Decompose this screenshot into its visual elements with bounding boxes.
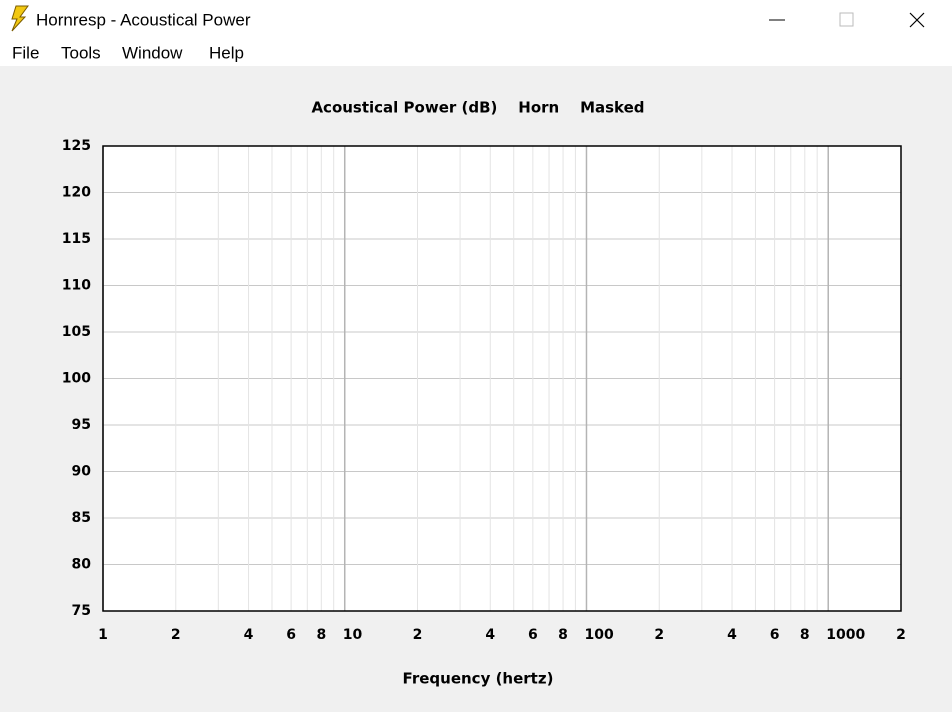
y-tick-label: 80 (72, 557, 92, 573)
x-tick-label: 4 (727, 627, 737, 643)
y-tick-label: 85 (72, 510, 91, 526)
menu-item[interactable]: Help (209, 43, 244, 62)
x-axis-label: Frequency (hertz) (403, 670, 554, 688)
y-tick-label: 95 (72, 417, 91, 433)
x-tick-label: 4 (485, 627, 495, 643)
y-tick-label: 120 (62, 185, 91, 201)
x-tick-label: 6 (286, 627, 296, 643)
close-button[interactable] (909, 12, 925, 28)
plot-border (102, 145, 902, 612)
app-icon (11, 5, 29, 32)
menu-item[interactable]: File (12, 43, 39, 62)
y-tick-label: 110 (62, 278, 91, 294)
title-menu-background (0, 0, 952, 66)
x-tick-label: 2 (171, 627, 181, 643)
y-tick-label: 105 (62, 324, 91, 340)
x-tick-label: 1000 (826, 627, 865, 643)
chart-title: Acoustical Power (dB) Horn Masked (311, 99, 644, 117)
y-tick-label: 90 (72, 464, 92, 480)
maximize-button[interactable] (839, 12, 854, 27)
y-tick-label: 125 (62, 138, 91, 154)
y-tick-label: 115 (62, 231, 91, 247)
x-tick-label: 1 (98, 627, 108, 643)
x-tick-label: 8 (558, 627, 568, 643)
menu-item[interactable]: Tools (61, 43, 101, 62)
y-tick-label: 75 (72, 603, 91, 619)
x-tick-label: 100 (584, 627, 613, 643)
x-tick-label: 6 (528, 627, 538, 643)
x-tick-label: 2 (654, 627, 664, 643)
x-tick-label: 8 (800, 627, 810, 643)
x-tick-label: 2 (896, 627, 906, 643)
x-tick-label: 6 (770, 627, 780, 643)
window-title: Hornresp - Acoustical Power (36, 10, 251, 29)
x-tick-label: 4 (244, 627, 254, 643)
y-tick-label: 100 (62, 371, 91, 387)
x-tick-label: 8 (316, 627, 326, 643)
x-tick-label: 10 (343, 627, 363, 643)
menu-item[interactable]: Window (122, 43, 183, 62)
x-tick-label: 2 (413, 627, 423, 643)
